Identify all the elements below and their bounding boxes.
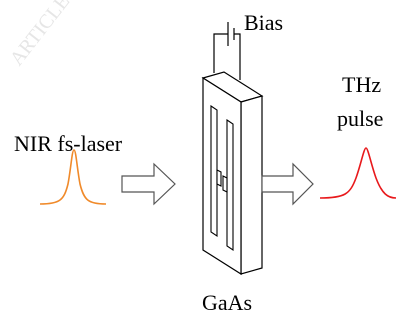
input-arrow-icon (121, 162, 176, 206)
output-label-line2: pulse (337, 106, 383, 131)
material-label: GaAs (202, 290, 252, 315)
output-label-line1: THz (342, 72, 381, 97)
right-electrode (226, 118, 234, 252)
right-electrode-tab (222, 175, 228, 193)
watermark-text: ARTICLE (6, 0, 75, 70)
bias-source-icon (213, 22, 241, 80)
input-laser-label: NIR fs-laser (14, 131, 123, 156)
left-electrode (210, 104, 218, 238)
bias-label: Bias (244, 10, 283, 35)
electrode-pair (210, 104, 234, 252)
left-electrode-tab (216, 169, 222, 187)
output-arrow-icon (261, 162, 314, 206)
output-pulse-waveform (319, 147, 397, 199)
input-pulse-waveform (39, 149, 107, 205)
